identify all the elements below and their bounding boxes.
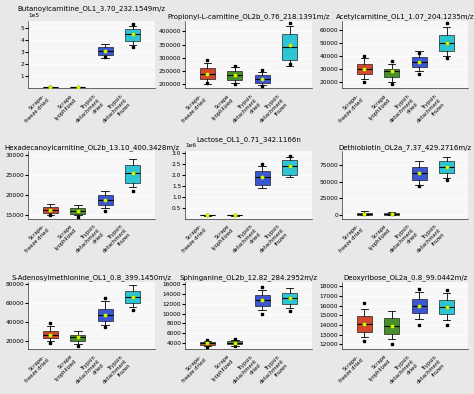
PathPatch shape xyxy=(125,29,140,41)
PathPatch shape xyxy=(227,341,242,344)
PathPatch shape xyxy=(439,161,454,173)
PathPatch shape xyxy=(411,167,427,180)
PathPatch shape xyxy=(200,69,215,79)
PathPatch shape xyxy=(98,47,113,54)
PathPatch shape xyxy=(98,195,113,205)
PathPatch shape xyxy=(357,63,372,74)
PathPatch shape xyxy=(282,293,297,304)
PathPatch shape xyxy=(43,207,58,213)
PathPatch shape xyxy=(384,69,399,76)
PathPatch shape xyxy=(411,299,427,313)
Title: Acetylcarnitine_OL1_1.07_204.1235m/z: Acetylcarnitine_OL1_1.07_204.1235m/z xyxy=(336,14,474,20)
PathPatch shape xyxy=(255,171,270,185)
Title: Butanoylcarnitine_OL1_3.70_232.1549m/z: Butanoylcarnitine_OL1_3.70_232.1549m/z xyxy=(18,6,165,12)
PathPatch shape xyxy=(384,213,399,215)
PathPatch shape xyxy=(125,165,140,183)
PathPatch shape xyxy=(43,331,58,338)
Title: Propionyl-L-carnitine_OL2b_0.76_218.1391m/z: Propionyl-L-carnitine_OL2b_0.76_218.1391… xyxy=(167,14,330,20)
PathPatch shape xyxy=(357,213,372,215)
PathPatch shape xyxy=(384,318,399,334)
PathPatch shape xyxy=(282,160,297,175)
PathPatch shape xyxy=(70,208,85,214)
PathPatch shape xyxy=(255,75,270,83)
Title: Lactose_OL1_0.71_342.1166n: Lactose_OL1_0.71_342.1166n xyxy=(196,136,301,143)
PathPatch shape xyxy=(411,57,427,67)
PathPatch shape xyxy=(200,342,215,345)
PathPatch shape xyxy=(439,35,454,50)
Title: Sphinganine_OL2b_12.82_284.2952m/z: Sphinganine_OL2b_12.82_284.2952m/z xyxy=(180,275,318,281)
PathPatch shape xyxy=(357,316,372,332)
PathPatch shape xyxy=(98,309,113,321)
PathPatch shape xyxy=(70,335,85,341)
PathPatch shape xyxy=(282,34,297,60)
Title: Hexadecanoylcarnitine_OL2b_13.10_400.3428m/z: Hexadecanoylcarnitine_OL2b_13.10_400.342… xyxy=(4,144,179,151)
PathPatch shape xyxy=(227,71,242,80)
Title: Dethiobiotin_OL2a_7.37_429.2716m/z: Dethiobiotin_OL2a_7.37_429.2716m/z xyxy=(339,144,472,151)
PathPatch shape xyxy=(125,291,140,303)
PathPatch shape xyxy=(439,300,454,314)
Title: Deoxyribose_OL2a_0.8_99.0442m/z: Deoxyribose_OL2a_0.8_99.0442m/z xyxy=(343,275,467,281)
Title: S-Adenosylmethionine_OL1_0.8_399.1450m/z: S-Adenosylmethionine_OL1_0.8_399.1450m/z xyxy=(11,275,172,281)
PathPatch shape xyxy=(255,295,270,306)
